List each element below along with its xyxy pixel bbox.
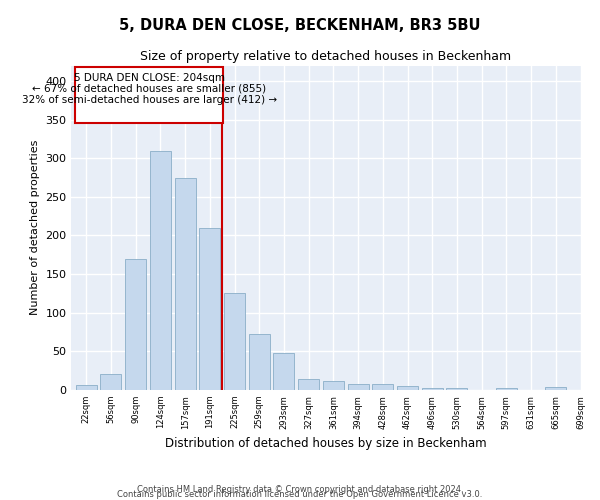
Text: Contains HM Land Registry data © Crown copyright and database right 2024.: Contains HM Land Registry data © Crown c… [137,484,463,494]
Bar [100,374,121,390]
Bar [150,150,171,390]
Bar [199,228,220,390]
Bar [274,353,295,390]
Title: Size of property relative to detached houses in Beckenham: Size of property relative to detached ho… [140,50,512,63]
Bar [347,384,368,390]
Bar [125,258,146,390]
Bar [446,388,467,390]
Bar [76,384,97,390]
Text: Contains public sector information licensed under the Open Government Licence v3: Contains public sector information licen… [118,490,482,499]
X-axis label: Distribution of detached houses by size in Beckenham: Distribution of detached houses by size … [165,437,487,450]
Text: 32% of semi-detached houses are larger (412) →: 32% of semi-detached houses are larger (… [22,94,277,104]
Bar [496,388,517,390]
Bar [373,384,394,390]
Bar [75,67,223,124]
Text: 5 DURA DEN CLOSE: 204sqm: 5 DURA DEN CLOSE: 204sqm [74,73,225,83]
Bar [323,380,344,390]
Bar [545,387,566,390]
Bar [224,294,245,390]
Y-axis label: Number of detached properties: Number of detached properties [30,140,40,316]
Text: ← 67% of detached houses are smaller (855): ← 67% of detached houses are smaller (85… [32,84,266,94]
Bar [175,178,196,390]
Text: 5, DURA DEN CLOSE, BECKENHAM, BR3 5BU: 5, DURA DEN CLOSE, BECKENHAM, BR3 5BU [119,18,481,32]
Bar [298,379,319,390]
Bar [422,388,443,390]
Bar [249,334,270,390]
Bar [397,386,418,390]
